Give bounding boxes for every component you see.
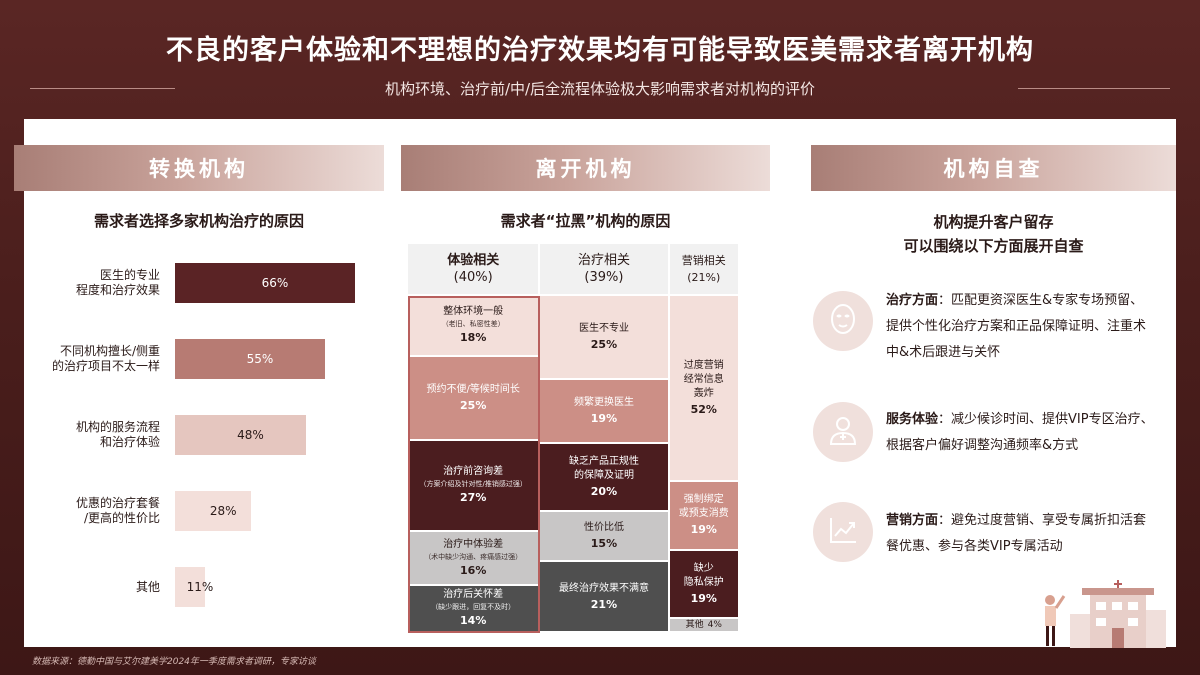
segment: 最终治疗效果不满意 21%	[540, 562, 668, 633]
page-subtitle: 机构环境、治疗前/中/后全流程体验极大影响需求者对机构的评价	[384, 80, 816, 98]
bar: 66%	[175, 263, 355, 303]
segment: 治疗前咨询差 （方案介绍及针对性/推销感过强） 27%	[408, 440, 539, 532]
segment: 强制绑定 或预支消费 19%	[669, 482, 738, 551]
tip-heading-treatment: 治疗方面	[886, 293, 939, 308]
check-section-header: 机构自查	[811, 145, 1176, 191]
segment-value: 20%	[590, 484, 618, 498]
segment-label: 治疗前咨询差	[443, 466, 504, 478]
segment: 过度营销 经常信息 轰炸 52%	[669, 296, 738, 483]
tip-text-service: 服务体验：减少候诊时间、提供VIP专区治疗、根据客户偏好调整沟通频率&方式	[886, 407, 1154, 459]
leave-section-header: 离开机构	[401, 145, 770, 191]
tip-circle-marketing	[813, 502, 873, 562]
column-share: (21%)	[687, 271, 721, 284]
bar-category-label: 医生的专业 程度和治疗效果	[75, 268, 160, 297]
segment-label: 其他	[685, 619, 704, 630]
segment-value: 19%	[690, 523, 717, 537]
clinic-illustration	[1030, 578, 1170, 648]
data-source-note: 数据来源：德勤中国与艾尔建美学2024年一季度需求者调研，专家访谈	[32, 657, 316, 667]
segment: 整体环境一般 （老旧、私密性差） 18%	[408, 296, 539, 357]
segment-label: 医生不专业	[578, 323, 629, 335]
segment: 缺少 隐私保护 19%	[669, 550, 738, 619]
bar: 11%	[175, 567, 213, 607]
segment-label: 频繁更换医生	[573, 397, 634, 409]
bar-category-label: 不同机构擅长/侧重 的治疗项目不太一样	[51, 344, 160, 373]
segment-value: 19%	[590, 412, 618, 426]
bar-value-label: 28%	[209, 504, 237, 518]
segment-value: 25%	[590, 338, 618, 352]
segment-label: 预约不便/等候时间长	[426, 383, 520, 395]
segment-note: （术中缺少沟通、疼痛感过强）	[424, 552, 523, 561]
segment-value: 15%	[590, 536, 618, 550]
column-name: 营销相关	[681, 254, 726, 267]
subtitle-line-left	[30, 88, 175, 89]
segment-label: 强制绑定 或预支消费	[678, 494, 729, 520]
segment: 缺乏产品正规性 的保障及证明 20%	[540, 444, 668, 512]
bar-category-label: 优惠的治疗套餐 /更高的性价比	[75, 496, 160, 525]
page-title: 不良的客户体验和不理想的治疗效果均有可能导致医美需求者离开机构	[166, 35, 1034, 66]
bar-value-label: 48%	[237, 428, 264, 442]
segment: 治疗后关怀差 （缺少跟进，回复不及时） 14%	[408, 585, 539, 633]
tip-body-treatment: ：匹配更资深医生&专家专场预留、提供个性化治疗方案和正品保障证明、注重术中&术后…	[886, 293, 1147, 360]
segment: 治疗中体验差 （术中缺少沟通、疼痛感过强） 16%	[408, 531, 539, 586]
check-section-subtitle: 机构提升客户留存 可以围绕以下方面展开自查	[811, 210, 1176, 258]
segment-label: 治疗后关怀差	[443, 589, 504, 601]
tip-circle-service	[813, 402, 873, 462]
segment-value: 19%	[690, 591, 717, 605]
segment-note: （缺少跟进，回复不及时）	[431, 603, 516, 612]
segment-label: 缺少 隐私保护	[683, 562, 724, 588]
column-name: 治疗相关	[577, 253, 630, 268]
bar: 28%	[175, 491, 252, 531]
segment: 频繁更换医生 19%	[540, 380, 668, 445]
bar-value-label: 66%	[261, 276, 289, 290]
bar-category-label: 其他	[135, 580, 160, 594]
column-share: (40%)	[453, 270, 493, 285]
segment-value: 18%	[460, 331, 487, 345]
column-share: (39%)	[584, 270, 624, 285]
segment-value: 4%	[707, 619, 722, 630]
face-mask-icon	[826, 302, 860, 340]
bar-value-label: 55%	[246, 352, 274, 366]
segment-value: 16%	[460, 563, 487, 577]
segment-label: 治疗中体验差	[443, 538, 504, 550]
segment: 预约不便/等候时间长 25%	[408, 356, 539, 441]
tip-body-marketing: ：避免过度营销、享受专属折扣活套餐优惠、参与各类VIP专属活动	[886, 513, 1147, 554]
tip-text-marketing: 营销方面：避免过度营销、享受专属折扣活套餐优惠、参与各类VIP专属活动	[886, 508, 1154, 560]
switch-section-header: 转换机构	[14, 145, 384, 191]
leave-section-subtitle: 需求者“拉黑”机构的原因	[500, 212, 671, 230]
segment-note: （老旧、私密性差）	[441, 320, 505, 329]
tip-heading-marketing: 营销方面	[886, 513, 939, 528]
bar: 48%	[175, 415, 306, 455]
bar-category-label: 机构的服务流程 和治疗体验	[75, 420, 160, 449]
subtitle-line-right	[1018, 88, 1170, 89]
column-header: 营销相关 (21%)	[669, 244, 738, 294]
bar-value-label: 11%	[186, 580, 214, 594]
segment-value: 27%	[460, 491, 487, 505]
bar: 55%	[175, 339, 325, 379]
check-subtitle-line-2: 可以围绕以下方面展开自查	[903, 237, 1084, 255]
segment: 其他 4%	[669, 618, 738, 633]
segment: 医生不专业 25%	[540, 296, 668, 381]
segment: 性价比低 15%	[540, 511, 668, 563]
segment-label: 过度营销 经常信息 轰炸	[683, 360, 724, 400]
segment-note: （方案介绍及针对性/推销感过强）	[419, 480, 527, 489]
segment-value: 25%	[460, 398, 487, 412]
segment-label: 最终治疗效果不满意	[558, 582, 649, 594]
segment-value: 52%	[690, 403, 717, 417]
doctor-icon	[826, 413, 860, 451]
tip-heading-service: 服务体验	[886, 412, 939, 427]
column-header: 体验相关 (40%)	[408, 244, 539, 294]
segment-label: 缺乏产品正规性 的保障及证明	[568, 455, 639, 481]
column-name: 体验相关	[447, 253, 500, 268]
growth-chart-icon	[826, 513, 860, 551]
tip-circle-treatment	[813, 291, 873, 351]
segment-value: 14%	[460, 614, 487, 628]
check-subtitle-line-1: 机构提升客户留存	[933, 213, 1054, 231]
segment-value: 21%	[590, 597, 618, 611]
segment-label: 性价比低	[583, 521, 624, 533]
tip-text-treatment: 治疗方面：匹配更资深医生&专家专场预留、提供个性化治疗方案和正品保障证明、注重术…	[886, 288, 1154, 366]
tip-body-service: ：减少候诊时间、提供VIP专区治疗、根据客户偏好调整沟通频率&方式	[886, 412, 1154, 453]
segment-label: 整体环境一般	[443, 306, 504, 318]
column-header: 治疗相关 (39%)	[540, 244, 668, 294]
switch-section-subtitle: 需求者选择多家机构治疗的原因	[93, 212, 304, 230]
